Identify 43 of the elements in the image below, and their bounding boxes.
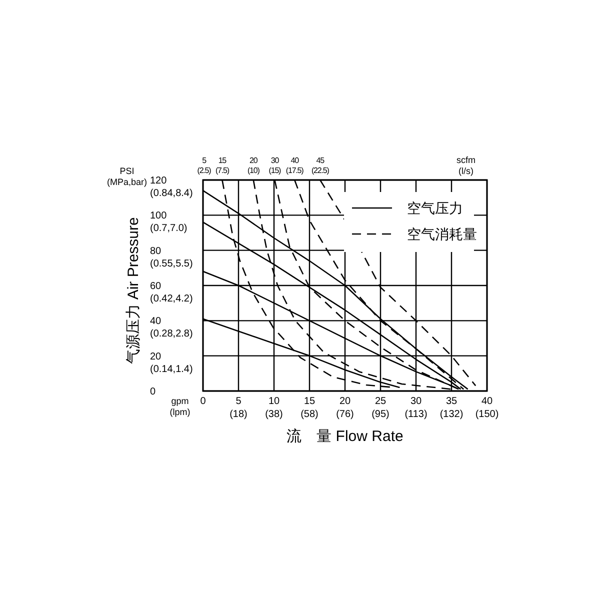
annotation: 30 (15) xyxy=(268,156,281,175)
annotation: (0.84,8.4) xyxy=(150,188,193,199)
annotation: 15 (7.5) xyxy=(215,156,229,175)
ytick: 80 xyxy=(150,246,162,257)
annotation: (150) xyxy=(475,409,499,420)
annotation: scfm (l/s) xyxy=(456,155,476,176)
annotation: (18) xyxy=(230,409,248,420)
annotation: (0.14,1.4) xyxy=(150,364,193,375)
annotation: (0.55,5.5) xyxy=(150,258,193,270)
xtick: 0 xyxy=(200,396,206,407)
xtick: 15 xyxy=(304,396,316,407)
xtick: 5 xyxy=(236,396,242,407)
xtick: 40 xyxy=(481,396,493,407)
annotation: (76) xyxy=(336,409,354,420)
ytick: 20 xyxy=(150,351,162,362)
annotation: (0.42,4.2) xyxy=(150,294,193,304)
annotation: 5 (2.5) xyxy=(197,156,211,175)
xtick: 35 xyxy=(446,396,458,407)
ytick: 0 xyxy=(150,386,156,398)
legend-label: 空气消耗量 xyxy=(407,226,477,242)
annotation: gpm (lpm) xyxy=(170,396,190,417)
annotation: (132) xyxy=(440,409,464,420)
xtick: 25 xyxy=(374,396,386,407)
annotation: (95) xyxy=(372,409,390,420)
ytick: 60 xyxy=(150,281,162,292)
annotation: (0.7,7.0) xyxy=(150,223,188,234)
annotation: (113) xyxy=(404,409,428,420)
annotation: (58) xyxy=(300,409,318,420)
ytick: 40 xyxy=(150,316,162,328)
xlabel: 流 量 Flow Rate xyxy=(286,428,404,445)
annotation: PSI (MPa,bar) xyxy=(107,166,147,187)
xtick: 30 xyxy=(410,396,422,407)
legend-label: 空气压力 xyxy=(407,200,463,216)
ytick: 120 xyxy=(150,176,167,186)
ylabel: 气源压力 Air Pressure xyxy=(125,217,142,364)
annotation: 45 (22.5) xyxy=(312,156,329,175)
annotation: 40 (17.5) xyxy=(286,156,304,175)
annotation: 20 (10) xyxy=(248,156,260,175)
xtick: 10 xyxy=(268,396,280,407)
xtick: 20 xyxy=(339,396,351,407)
annotation: (38) xyxy=(265,409,283,420)
annotation: (0.28,2.8) xyxy=(150,328,193,340)
ytick: 100 xyxy=(150,210,167,222)
